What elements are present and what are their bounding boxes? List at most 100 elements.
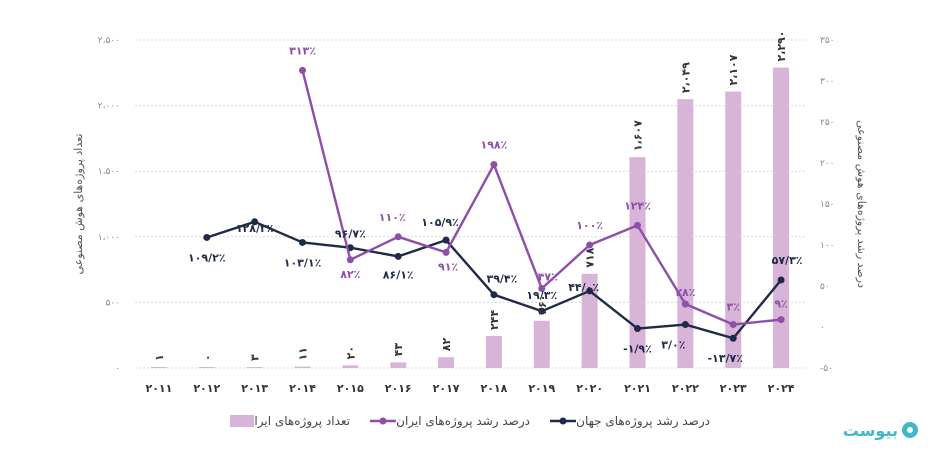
iran-growth-point xyxy=(442,248,450,256)
world-growth-label: ۱۰۵/۹٪ xyxy=(421,216,459,229)
bar-value-label: ۱۱ xyxy=(297,347,310,360)
x-tick-label: ۲۰۱۶ xyxy=(385,382,412,395)
iran-growth-label: ۹۱٪ xyxy=(438,260,458,273)
x-tick-label: ۲۰۱۸ xyxy=(480,382,507,395)
iran-growth-point xyxy=(394,233,402,241)
iran-growth-point xyxy=(681,300,689,308)
bar xyxy=(150,367,167,368)
iran-growth-point xyxy=(490,161,498,169)
world-growth-label: ۱۰۹/۲٪ xyxy=(188,251,226,264)
legend-item: درصد رشد پروژه‌های جهان xyxy=(550,414,710,429)
x-tick-label: ۲۰۲۱ xyxy=(624,382,651,395)
left-axis-title: تعداد پروژه‌های هوش مصنوعی xyxy=(72,134,85,275)
iran-growth-label: ۸۲٪ xyxy=(340,268,360,281)
brand-logo: بیوست xyxy=(843,421,918,440)
bar-value-label: ۲،۱۰۷ xyxy=(727,54,740,85)
right-axis-title: درصد رشد پروژه‌های هوش مصنوعی xyxy=(855,120,868,288)
bar-value-label: ۲،۲۹۰ xyxy=(775,31,788,62)
world-growth-label: ۵۷/۳٪ xyxy=(772,254,803,267)
right-tick-label: ۵۰ xyxy=(820,282,830,292)
bar xyxy=(629,157,646,368)
bar xyxy=(246,367,263,368)
bar xyxy=(773,67,790,368)
world-growth-label: ۴۴/۰٪ xyxy=(568,281,599,294)
legend-label: تعداد پروژه‌های ایران xyxy=(246,414,350,429)
legend-item: تعداد پروژه‌های ایران xyxy=(230,414,350,429)
world-growth-point xyxy=(681,321,689,329)
legend-label: درصد رشد پروژه‌های ایران xyxy=(396,414,530,429)
data-labels: ۱ ۰ ۳ ۱۱ ۲۰ ۴۳ ۸۲ ۲۴۴ ۳۶۰ ۷۱۸ ۱،۶۰۷ ۲،۰۴۹ ۲،۱۰۷ ۲،۲۹۰… xyxy=(153,31,803,366)
bar-value-label: ۱ xyxy=(153,354,166,361)
right-tick-label: ۳۵۰ xyxy=(820,36,835,46)
iran-growth-label: ۹٪ xyxy=(774,298,787,311)
x-tick-label: ۲۰۲۰ xyxy=(576,382,603,395)
legend-swatch-dot xyxy=(559,417,567,425)
legend-swatch xyxy=(230,415,254,427)
world-growth-label: -۱۳/۷٪ xyxy=(707,352,742,365)
logo-icon-center xyxy=(907,427,913,433)
right-tick-label: ۱۰۰ xyxy=(820,241,835,251)
bar-value-label: ۳ xyxy=(249,354,262,361)
iran-growth-label: ۱۹۸٪ xyxy=(480,139,507,152)
legend-item: درصد رشد پروژه‌های ایران xyxy=(370,414,530,429)
iran-growth-point xyxy=(777,316,785,324)
world-growth-label: ۹۶/۷٪ xyxy=(335,228,366,241)
bar xyxy=(677,99,694,368)
world-growth-point xyxy=(538,307,546,315)
world-growth-point xyxy=(299,238,306,246)
x-tick-label: ۲۰۲۳ xyxy=(720,382,747,395)
world-growth-point xyxy=(394,252,402,260)
x-tick-label: ۲۰۱۱ xyxy=(145,382,172,395)
bar-value-label: ۲،۰۴۹ xyxy=(679,62,692,93)
bar xyxy=(342,365,359,368)
iran-growth-label: ۱۲۴٪ xyxy=(624,199,651,212)
iran-growth-label: ۱۱۰٪ xyxy=(379,211,406,224)
world-growth-point xyxy=(442,236,450,244)
x-tick-label: ۲۰۱۳ xyxy=(241,382,268,395)
bar xyxy=(725,91,742,369)
bar xyxy=(485,335,502,368)
iran-growth-point xyxy=(729,321,737,329)
iran-growth-point xyxy=(299,66,306,74)
left-tick-label: ۱،۵۰۰ xyxy=(98,167,120,177)
iran-growth-point xyxy=(586,241,594,249)
bar-value-label: ۰ xyxy=(201,354,214,361)
iran-growth-label: ۲۸٪ xyxy=(675,286,695,299)
world-growth-point xyxy=(490,291,498,299)
axes: ۰۵۰۰۱،۰۰۰۱،۵۰۰۲،۰۰۰۲،۵۰۰-۵۰۰۵۰۱۰۰۱۵۰۲۰۰۲… xyxy=(72,36,868,395)
bar-value-label: ۴۳ xyxy=(392,343,405,357)
left-tick-label: ۲،۰۰۰ xyxy=(98,102,120,112)
bar xyxy=(581,273,598,368)
gridlines xyxy=(135,39,805,369)
right-tick-label: ۰ xyxy=(820,323,825,333)
x-tick-label: ۲۰۱۵ xyxy=(337,382,364,395)
legend: درصد رشد پروژه‌های جهان درصد رشد پروژه‌ها… xyxy=(230,414,710,429)
bar-value-label: ۳۶۰ xyxy=(536,295,549,315)
world-growth-label: ۱۹/۳٪ xyxy=(526,289,557,302)
logo-wordmark: بیوست xyxy=(843,421,898,440)
iran-growth-point xyxy=(634,221,641,229)
iran-growth-label: ۳۱۳٪ xyxy=(289,44,316,57)
x-tick-label: ۲۰۱۷ xyxy=(433,382,460,395)
left-tick-label: ۰ xyxy=(115,364,120,374)
bar-value-label: ۲۴۴ xyxy=(488,310,501,330)
world-growth-label: ۱۰۳/۱٪ xyxy=(284,256,322,269)
right-tick-label: ۲۰۰ xyxy=(820,159,835,169)
world-growth-label: ۳/۰٪ xyxy=(661,339,685,352)
bar-value-label: ۷۱۸ xyxy=(584,247,597,267)
bar-value-label: ۱،۶۰۷ xyxy=(632,120,645,151)
x-tick-label: ۲۰۲۲ xyxy=(672,382,699,395)
right-tick-label: ۱۵۰ xyxy=(820,200,835,210)
bar-series xyxy=(150,67,790,369)
x-tick-label: ۲۰۱۹ xyxy=(528,382,555,395)
bar-value-label: ۸۲ xyxy=(440,338,453,352)
left-tick-label: ۵۰۰ xyxy=(105,298,120,308)
iran-growth-point xyxy=(346,256,354,264)
world-growth-point xyxy=(586,287,594,295)
bar xyxy=(438,357,455,368)
bar xyxy=(294,366,311,368)
right-tick-label: ۳۰۰ xyxy=(820,77,835,87)
iran-growth-label: ۳٪ xyxy=(726,301,739,314)
legend-label: درصد رشد پروژه‌های جهان xyxy=(576,414,710,429)
